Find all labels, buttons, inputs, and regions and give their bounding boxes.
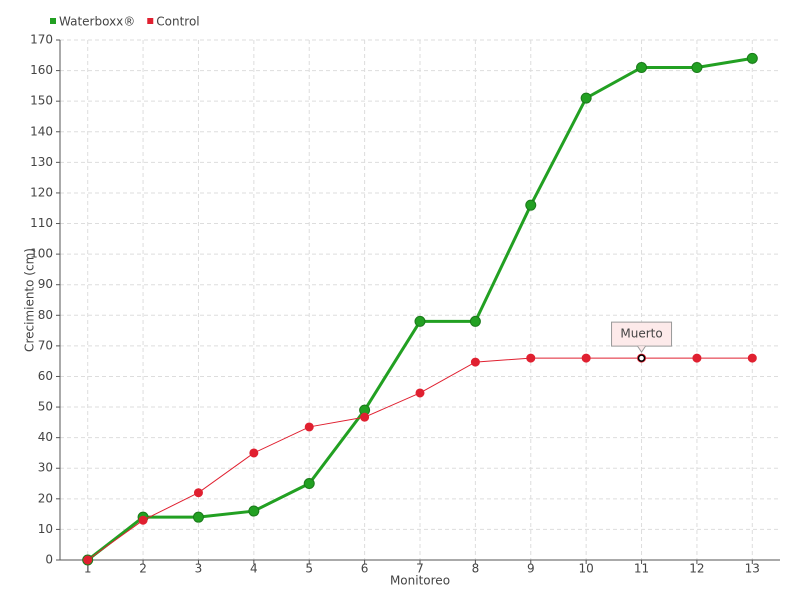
y-tick-label: 0 [45, 553, 53, 567]
x-tick-label: 13 [745, 562, 760, 576]
point [303, 478, 315, 490]
point [470, 357, 480, 367]
x-tick-label: 6 [361, 562, 369, 576]
legend-label: Control [156, 15, 199, 29]
point [691, 62, 703, 74]
y-tick-label: 70 [38, 338, 53, 352]
point [692, 353, 702, 363]
x-tick-label: 10 [579, 562, 594, 576]
point [138, 515, 148, 525]
y-tick-label: 170 [30, 33, 53, 47]
legend-swatch [50, 18, 56, 24]
y-tick-label: 130 [30, 155, 53, 169]
x-tick-label: 9 [527, 562, 535, 576]
point [636, 62, 648, 74]
x-tick-label: 5 [305, 562, 313, 576]
annotation-box [611, 321, 673, 347]
legend-label: Waterboxx® [59, 15, 135, 29]
y-tick-label: 60 [38, 369, 53, 383]
y-tick-label: 50 [38, 400, 53, 414]
point [525, 199, 537, 211]
annotation-marker [637, 354, 646, 362]
point [581, 353, 591, 363]
point [249, 448, 259, 458]
x-tick-label: 2 [139, 562, 147, 576]
x-tick-label: 11 [634, 562, 649, 576]
annotation-pointer [637, 345, 646, 354]
annotation-text: Muerto [620, 327, 662, 341]
x-tick-label: 12 [689, 562, 704, 576]
x-tick-label: 3 [195, 562, 203, 576]
x-tick-label: 4 [250, 562, 258, 576]
x-tick-label: 1 [84, 562, 92, 576]
point [526, 353, 536, 363]
point [414, 315, 426, 327]
y-tick-label: 160 [30, 63, 53, 77]
point [747, 353, 757, 363]
y-tick-label: 30 [38, 461, 53, 475]
x-axis-label: Monitoreo [390, 574, 450, 588]
y-tick-label: 120 [30, 185, 53, 199]
point [248, 505, 260, 517]
point [83, 555, 93, 565]
point [360, 412, 370, 422]
x-tick-label: 7 [416, 562, 424, 576]
point [415, 388, 425, 398]
y-tick-label: 20 [38, 491, 53, 505]
point [746, 52, 758, 64]
y-tick-label: 40 [38, 430, 53, 444]
y-tick-label: 80 [38, 308, 53, 322]
point [580, 92, 592, 104]
point [193, 488, 203, 498]
point [192, 511, 204, 523]
legend-swatch [147, 18, 154, 24]
y-tick-label: 10 [38, 522, 53, 536]
y-tick-label: 140 [30, 124, 53, 138]
point [304, 422, 314, 432]
point [469, 315, 481, 327]
x-tick-label: 8 [472, 562, 480, 576]
y-tick-label: 90 [38, 277, 53, 291]
y-axis-label: Crecimiento (cm) [23, 248, 37, 352]
y-tick-label: 100 [30, 247, 53, 261]
y-tick-label: 110 [30, 216, 53, 230]
y-tick-label: 150 [30, 94, 53, 108]
